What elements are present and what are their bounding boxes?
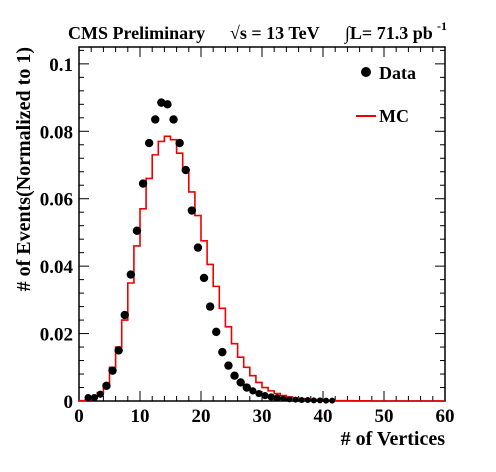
data-point [255, 389, 263, 398]
data-point [212, 327, 221, 337]
data-point [163, 100, 172, 109]
data-point [151, 115, 160, 124]
data-point [169, 115, 178, 124]
x-tick-label: 0 [74, 406, 84, 427]
data-point [102, 381, 111, 391]
data-point [316, 397, 323, 404]
data-point [126, 270, 136, 279]
data-point [280, 395, 287, 402]
x-axis-label: # of Vertices [341, 428, 446, 450]
x-tick-label: 40 [314, 406, 333, 427]
header-energy: √s = 13 TeV [230, 23, 320, 43]
data-point [298, 396, 305, 403]
axis-ticks [78, 47, 446, 402]
data-point [286, 396, 293, 403]
y-tick-label: 0.06 [40, 190, 73, 211]
data-point [310, 397, 317, 404]
y-tick-label: 0.04 [40, 257, 74, 278]
y-axis-label: # of Events(Normalized to 1) [13, 47, 35, 291]
data-point [323, 397, 330, 404]
data-point [181, 165, 190, 175]
data-point [230, 371, 239, 380]
data-point [187, 206, 197, 215]
legend-mc-label: MC [379, 106, 409, 126]
data-point [84, 394, 92, 402]
data-point [249, 387, 257, 395]
header-lumi: ∫L= 71.3 pb [344, 23, 433, 44]
data-point [132, 226, 142, 235]
data-point [329, 397, 336, 404]
data-point [242, 383, 251, 392]
data-point [273, 394, 281, 402]
data-point [138, 179, 148, 188]
data-point [108, 366, 117, 375]
data-point [90, 394, 98, 402]
mc-step-line [78, 135, 445, 402]
x-tick-label: 50 [375, 406, 394, 427]
x-tick-label: 30 [253, 406, 272, 427]
data-point [193, 243, 203, 252]
x-tick-label: 20 [192, 406, 211, 427]
x-tick-label: 10 [131, 406, 150, 427]
y-tick-label: 0.1 [49, 55, 73, 76]
x-tick-labels: 0 10 20 30 40 50 60 [74, 406, 454, 427]
data-point [96, 390, 104, 398]
data-points [84, 98, 336, 404]
x-tick-label: 60 [436, 406, 455, 427]
data-point [292, 396, 299, 403]
data-point [261, 392, 269, 400]
data-point [218, 347, 227, 357]
header-lumi-exponent: -1 [437, 19, 447, 33]
header-experiment: CMS Preliminary [68, 23, 205, 43]
data-point [175, 138, 184, 148]
data-point [120, 310, 129, 320]
data-point [114, 346, 123, 355]
data-point [304, 396, 311, 403]
y-tick-label: 0.08 [40, 122, 73, 143]
data-point [236, 378, 245, 387]
data-point [144, 138, 154, 148]
data-point [267, 393, 275, 401]
y-tick-label: 0.02 [40, 325, 73, 346]
legend-data-marker [361, 67, 371, 77]
legend: Data MC [356, 63, 416, 126]
mc-histogram [78, 135, 445, 402]
data-point [205, 302, 215, 311]
data-point [224, 361, 233, 370]
data-point [199, 273, 209, 283]
y-tick-label: 0 [64, 392, 74, 413]
plot-frame [78, 46, 446, 402]
legend-data-label: Data [379, 63, 416, 83]
y-tick-labels: 0 0.02 0.04 0.06 0.08 0.1 [40, 55, 74, 413]
